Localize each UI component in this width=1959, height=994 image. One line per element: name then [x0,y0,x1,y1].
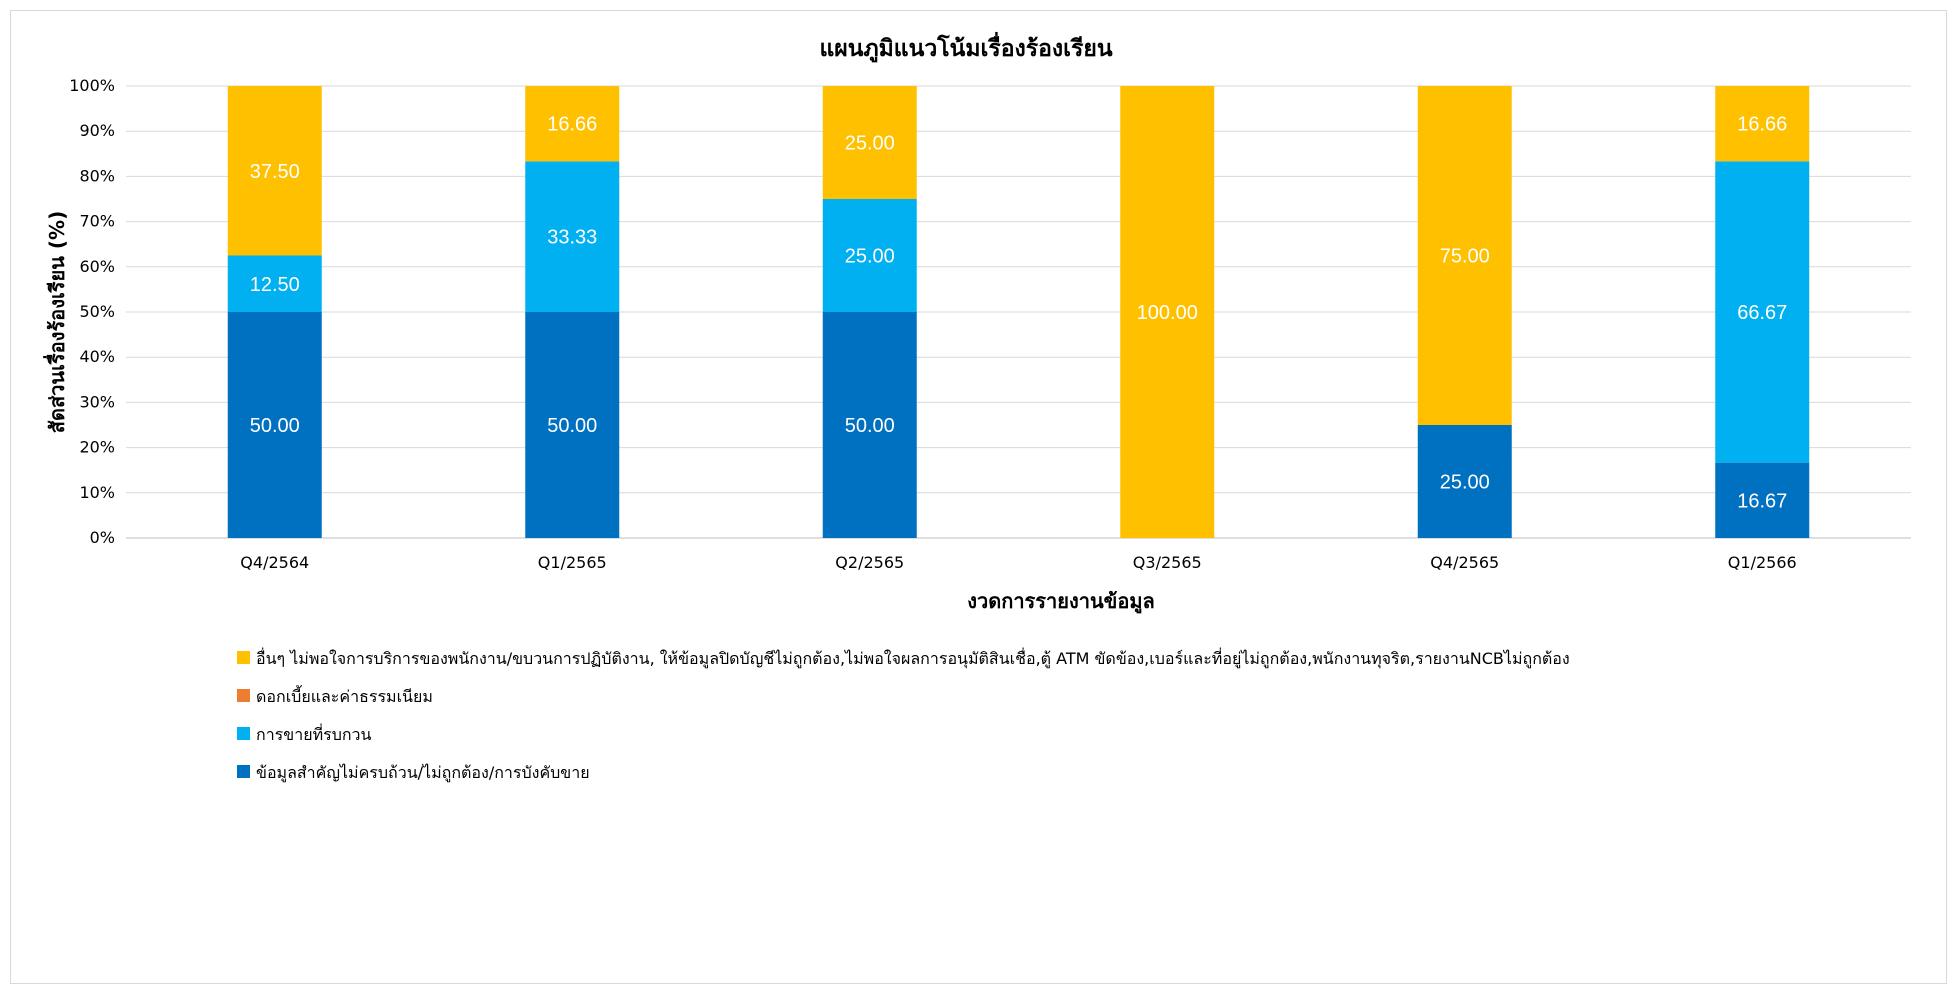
y-axis-title: สัดส่วนเรื่องร้องเรียน (%) [42,211,69,433]
data-label: 50.00 [547,415,597,437]
legend-item: การขายที่รบกวน [237,723,372,744]
y-tick-label: 50% [79,302,115,321]
bars [227,86,1810,538]
bar-segment [1417,86,1512,425]
bar-segment [1120,86,1215,538]
legend-swatch [237,727,250,740]
y-tick-label: 40% [79,347,115,366]
legend-swatch [237,689,250,702]
y-tick-label: 20% [79,438,115,457]
data-labels: 50.00 12.50 37.50 50.00 33.33 16.66 50.00 25.00… [250,114,1788,513]
data-label: 50.00 [845,415,895,437]
data-label: 16.66 [547,114,597,136]
legend-label: ข้อมูลสำคัญไม่ครบถ้วน/ไม่ถูกต้อง/การบังค… [256,763,590,783]
legend-label: อื่นๆ ไม่พอใจการบริการของพนักงาน/ขบวนการ… [256,647,1570,669]
x-tick-label: Q4/2564 [240,553,309,572]
bar-segment [1417,425,1512,538]
data-label: 16.67 [1737,490,1787,512]
legend-item: อื่นๆ ไม่พอใจการบริการของพนักงาน/ขบวนการ… [237,647,1570,669]
legend-swatch [237,765,250,778]
data-label: 100.00 [1137,302,1198,324]
data-label: 25.00 [845,133,895,155]
x-tick-label: Q1/2565 [538,553,607,572]
stacked-bar-chart: แผนภูมิแนวโน้มเรื่องร้องเรียน 0% 10% 20% 30… [42,31,1911,783]
legend-item: ดอกเบี้ยและค่าธรรมเนียม [237,685,433,706]
data-label: 37.50 [250,161,300,183]
x-tick-label: Q4/2565 [1430,553,1499,572]
data-label: 66.67 [1737,302,1787,324]
y-tick-label: 90% [79,121,115,140]
x-tick-label: Q1/2566 [1728,553,1797,572]
x-axis-ticks: Q4/2564 Q1/2565 Q2/2565 Q3/2565 Q4/2565 Q1/25… [240,553,1796,572]
bar-segment [227,255,322,312]
y-tick-label: 60% [79,257,115,276]
bar-segment [822,312,917,538]
legend-label: การขายที่รบกวน [256,723,372,744]
legend: อื่นๆ ไม่พอใจการบริการของพนักงาน/ขบวนการ… [237,647,1570,783]
bar-segment [1715,86,1810,162]
gridlines [126,85,1911,539]
legend-item: ข้อมูลสำคัญไม่ครบถ้วน/ไม่ถูกต้อง/การบังค… [237,763,590,783]
bar-segment [1715,161,1810,463]
y-tick-label: 70% [79,212,115,231]
data-label: 25.00 [1440,472,1490,494]
y-tick-label: 80% [79,166,115,185]
chart-title: แผนภูมิแนวโน้มเรื่องร้องเรียน [819,31,1112,63]
bar-segment [227,312,322,538]
data-label: 50.00 [250,415,300,437]
bar-segment [822,86,917,199]
bar-segment [1715,462,1810,538]
y-tick-label: 10% [79,483,115,502]
bar-segment [227,86,322,256]
x-tick-label: Q2/2565 [835,553,904,572]
y-tick-label: 30% [79,392,115,411]
bar-segment [822,199,917,312]
bar-segment [525,312,620,538]
data-label: 75.00 [1440,246,1490,268]
x-tick-label: Q3/2565 [1133,553,1202,572]
data-label: 33.33 [547,227,597,249]
x-axis-title: งวดการรายงานข้อมูล [967,589,1155,615]
legend-swatch [237,651,250,664]
chart-frame: แผนภูมิแนวโน้มเรื่องร้องเรียน 0% 10% 20% 30… [10,10,1947,984]
data-label: 16.66 [1737,114,1787,136]
y-tick-label: 100% [69,76,115,95]
data-label: 25.00 [845,246,895,268]
y-tick-label: 0% [90,528,115,547]
bar-segment [525,86,620,162]
y-axis-ticks: 0% 10% 20% 30% 40% 50% 60% 70% 80% 90% 100% [69,76,115,547]
data-label: 12.50 [250,274,300,296]
legend-label: ดอกเบี้ยและค่าธรรมเนียม [256,685,433,706]
bar-segment [525,161,620,312]
